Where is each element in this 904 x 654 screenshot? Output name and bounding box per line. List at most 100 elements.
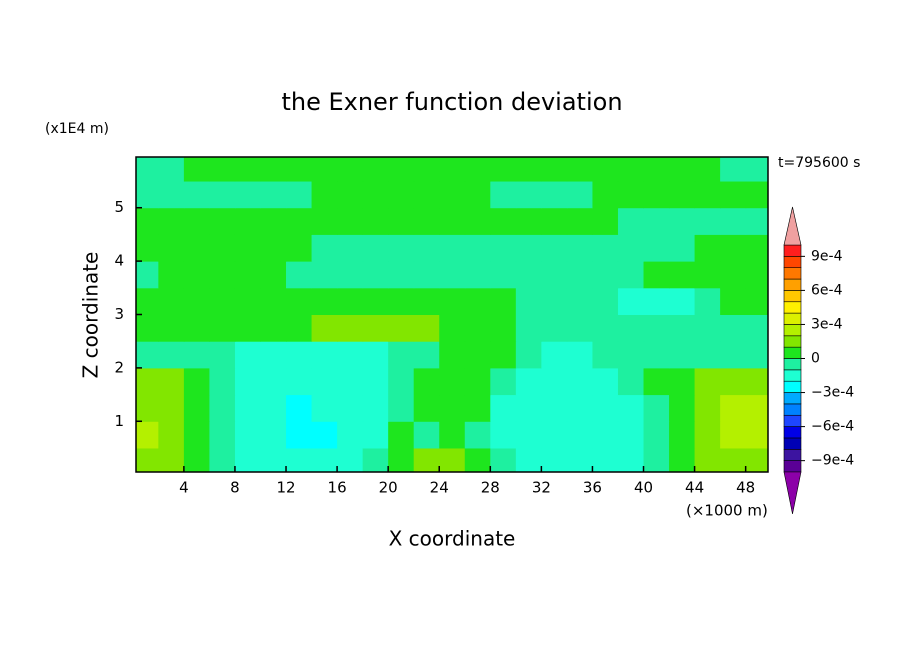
contour-cell <box>286 234 313 262</box>
contour-cell <box>464 234 491 262</box>
contour-cell <box>541 261 568 289</box>
contour-cell <box>592 261 619 289</box>
contour-cell <box>209 181 236 209</box>
contour-cell <box>439 207 466 235</box>
y-unit: (x1E4 m) <box>45 121 109 137</box>
colorbar-box <box>783 358 802 371</box>
contour-cell <box>515 421 542 449</box>
contour-cell <box>566 207 593 235</box>
colorbar-label: −3e-4 <box>811 385 854 401</box>
contour-cell <box>669 421 696 449</box>
x-tick-label: 44 <box>685 479 704 497</box>
contour-cell <box>286 157 313 182</box>
contour-cell <box>464 367 491 396</box>
contour-cell <box>515 207 542 235</box>
contour-cell <box>745 261 768 289</box>
contour-cell <box>617 261 645 289</box>
contour-cell <box>388 207 415 235</box>
contour-cell <box>490 207 517 235</box>
contour-cell <box>515 287 542 315</box>
contour-cell <box>669 341 696 369</box>
contour-cell <box>464 261 491 289</box>
contour-cell <box>158 207 185 235</box>
contour-cell <box>158 341 185 369</box>
contour-cell <box>745 367 768 396</box>
chart-title: the Exner function deviation <box>281 88 622 116</box>
contour-cell <box>694 421 721 449</box>
contour-cell <box>413 157 440 182</box>
contour-cell <box>311 181 338 209</box>
contour-cell <box>490 261 517 289</box>
contour-cell <box>720 181 747 209</box>
contour-cell <box>617 421 645 449</box>
contour-cell <box>439 421 466 449</box>
contour-cell <box>286 447 313 472</box>
contour-cell <box>617 181 645 209</box>
colorbar-box <box>783 244 802 257</box>
contour-cell <box>136 261 159 289</box>
contour-cell <box>669 394 696 422</box>
contour-cell <box>388 234 415 262</box>
contour-cell <box>566 181 593 209</box>
contour-cell <box>362 181 389 209</box>
contour-cell <box>745 421 768 449</box>
x-tick-label: 12 <box>276 479 295 497</box>
contour-cell <box>566 261 593 289</box>
contour-cell <box>515 314 542 342</box>
contour-cell <box>490 421 517 449</box>
contour-cell <box>745 341 768 369</box>
contour-cell <box>720 394 747 422</box>
contour-cell <box>669 181 696 209</box>
contour-cell <box>362 287 389 315</box>
contour-cell <box>439 394 466 422</box>
contour-cell <box>541 157 568 182</box>
contour-cell <box>311 234 338 262</box>
contour-cell <box>362 234 389 262</box>
contour-cell <box>311 207 338 235</box>
contour-cell <box>617 157 645 182</box>
contour-cell <box>136 447 159 472</box>
contour-cell <box>337 181 364 209</box>
colorbar-label: 6e-4 <box>811 282 843 298</box>
contour-cell <box>592 341 619 369</box>
contour-cell <box>209 261 236 289</box>
contour-cell <box>694 207 721 235</box>
colorbar-box <box>783 437 802 450</box>
contour-cell <box>720 341 747 369</box>
contour-cell <box>388 181 415 209</box>
x-tick-label: 24 <box>430 479 449 497</box>
contour-cell <box>286 394 313 422</box>
contour-cell <box>745 157 768 182</box>
contour-cell <box>694 287 721 315</box>
contour-cell <box>362 421 389 449</box>
contour-cell <box>183 157 210 182</box>
contour-cell <box>234 157 261 182</box>
contour-cell <box>136 287 159 315</box>
contour-cell <box>643 261 670 289</box>
y-tick-label: 4 <box>114 252 124 270</box>
contour-cell <box>260 157 287 182</box>
contour-cell <box>286 421 313 449</box>
contour-cell <box>136 157 159 182</box>
contour-cell <box>209 421 236 449</box>
contour-cell <box>592 207 619 235</box>
contour-cell <box>490 287 517 315</box>
contour-cell <box>745 181 768 209</box>
contour-cell <box>643 447 670 472</box>
contour-cell <box>643 341 670 369</box>
contour-cell <box>337 341 364 369</box>
contour-cell <box>694 261 721 289</box>
contour-cell <box>388 367 415 396</box>
contour-cell <box>643 234 670 262</box>
contour-cell <box>464 314 491 342</box>
contour-cell <box>515 157 542 182</box>
colorbar-label: −9e-4 <box>811 453 854 469</box>
contour-cell <box>183 261 210 289</box>
contour-cell <box>311 287 338 315</box>
contour-cell <box>643 421 670 449</box>
y-tick-label: 5 <box>114 198 124 216</box>
contour-cell <box>311 447 338 472</box>
colorbar-under <box>783 471 802 515</box>
contour-cell <box>643 367 670 396</box>
contour-cell <box>566 287 593 315</box>
